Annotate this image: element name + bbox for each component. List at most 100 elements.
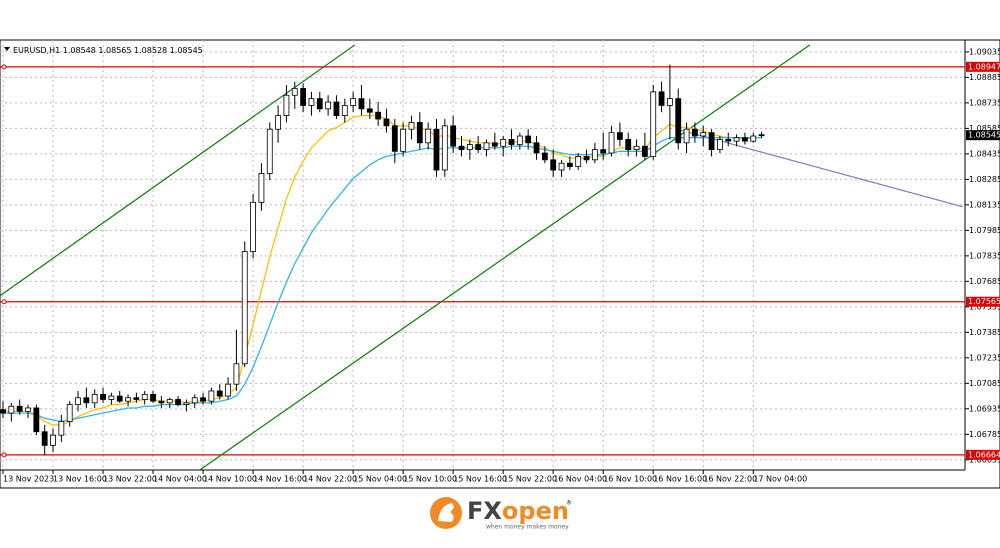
candle-body (50, 434, 56, 446)
candle-body (500, 139, 507, 147)
y-tick-label: 1.07985 (969, 226, 1000, 235)
y-tick-label: 1.08735 (969, 98, 1000, 107)
y-tick-label: 1.08135 (969, 200, 1000, 209)
y-tick-label: 1.07085 (969, 379, 1000, 388)
level-handle (1, 299, 7, 305)
candle-body (758, 134, 765, 137)
candle-body (616, 132, 623, 140)
x-tick-label: 13 Nov 16:00 (53, 475, 107, 484)
candle-body (633, 145, 640, 151)
level-price-box (966, 296, 1000, 307)
candle-body (700, 132, 707, 137)
candle-body (325, 101, 332, 110)
logo-accent: open (502, 497, 569, 525)
candle-body (291, 88, 298, 96)
chart-frame (0, 39, 1000, 489)
candle-body (275, 115, 281, 130)
level-handle (1, 64, 7, 70)
candle-body (200, 397, 206, 402)
candle-body (491, 142, 498, 147)
header-close: 1.08545 (170, 46, 203, 55)
candle-body (483, 142, 490, 151)
candle-body (550, 159, 557, 171)
candle-body (650, 91, 657, 157)
logo: FXopen ® when money makes money (430, 497, 572, 531)
level-price-label: 1.06664 (968, 450, 1000, 459)
trend-line (0, 44, 356, 297)
candle-body (116, 395, 123, 402)
candle-body (558, 162, 565, 171)
candle-body (133, 397, 140, 400)
x-tick-label: 16 Nov 04:00 (553, 475, 607, 484)
candle-body (416, 122, 423, 144)
y-tick-label: 1.07235 (969, 353, 1000, 362)
candle-body (583, 156, 590, 161)
candle-body (625, 139, 632, 151)
y-tick-label: 1.08885 (969, 73, 1000, 82)
candle-body (725, 139, 732, 142)
y-tick-label: 1.07685 (969, 277, 1000, 286)
last-price-label: 1.08545 (968, 131, 1000, 140)
candle-body (283, 94, 290, 117)
candle-body (300, 88, 307, 106)
candle-body (658, 91, 665, 106)
x-tick-label: 14 Nov 22:00 (303, 475, 357, 484)
candle-body (8, 405, 15, 414)
x-tick-label: 15 Nov 16:00 (453, 475, 507, 484)
x-tick-label: 13 Nov 22:00 (103, 475, 157, 484)
candle-body (717, 139, 723, 151)
candle-body (66, 404, 73, 422)
candle-body (425, 128, 432, 144)
candle-body (183, 402, 190, 405)
x-tick-label: 15 Nov 10:00 (403, 475, 457, 484)
candle-body (475, 144, 482, 151)
candle-body (208, 390, 215, 402)
candle-body (33, 407, 40, 433)
logo-registered: ® (566, 500, 572, 507)
x-tick-label: 14 Nov 04:00 (153, 475, 207, 484)
candle-body (733, 137, 740, 142)
candle-body (575, 156, 582, 168)
candle-body (441, 125, 448, 171)
candle-body (108, 395, 115, 400)
x-tick-label: 16 Nov 16:00 (653, 475, 707, 484)
candle-body (375, 111, 382, 120)
candle-body (742, 137, 748, 142)
y-tick-label: 1.07835 (969, 251, 1000, 260)
candle-body (533, 142, 540, 154)
plot-area: 1.09035 1.08885 1.08735 1.08585 1.08435 1.082… (0, 40, 1000, 484)
candle-body (433, 128, 440, 171)
header-low: 1.08528 (134, 46, 167, 55)
candle-body (91, 393, 98, 404)
candle-body (708, 132, 715, 151)
candle-body (216, 390, 223, 397)
candle-body (458, 145, 465, 151)
candle-body (158, 400, 165, 404)
header: EURUSD,H1 1.08548 1.08565 1.08528 1.0854… (13, 46, 203, 55)
x-tick-label: 15 Nov 04:00 (353, 475, 407, 484)
header-high: 1.08565 (98, 46, 131, 55)
candle-body (641, 145, 648, 157)
candle-body (16, 405, 23, 412)
candle-body (350, 98, 357, 106)
candle-body (366, 108, 373, 113)
y-tick-label: 1.06935 (969, 404, 1000, 413)
level-price-label: 1.08947 (968, 62, 1000, 71)
x-tick-label: 13 Nov 2023 (3, 475, 54, 484)
moving-average (3, 137, 762, 423)
x-tick-label: 15 Nov 22:00 (503, 475, 557, 484)
candle-body (266, 128, 273, 174)
candle-body (250, 201, 256, 253)
candle-body (341, 105, 348, 117)
candle-body (150, 393, 156, 402)
x-tick-label: 16 Nov 22:00 (703, 475, 757, 484)
candle-body (141, 393, 148, 400)
candle-body (450, 125, 457, 147)
trend-line (679, 129, 963, 208)
y-tick-label: 1.06785 (969, 430, 1000, 439)
level-price-box (966, 449, 1000, 460)
candle-body (508, 139, 515, 145)
y-tick-label: 1.07385 (969, 328, 1000, 337)
candle-body (358, 98, 365, 110)
